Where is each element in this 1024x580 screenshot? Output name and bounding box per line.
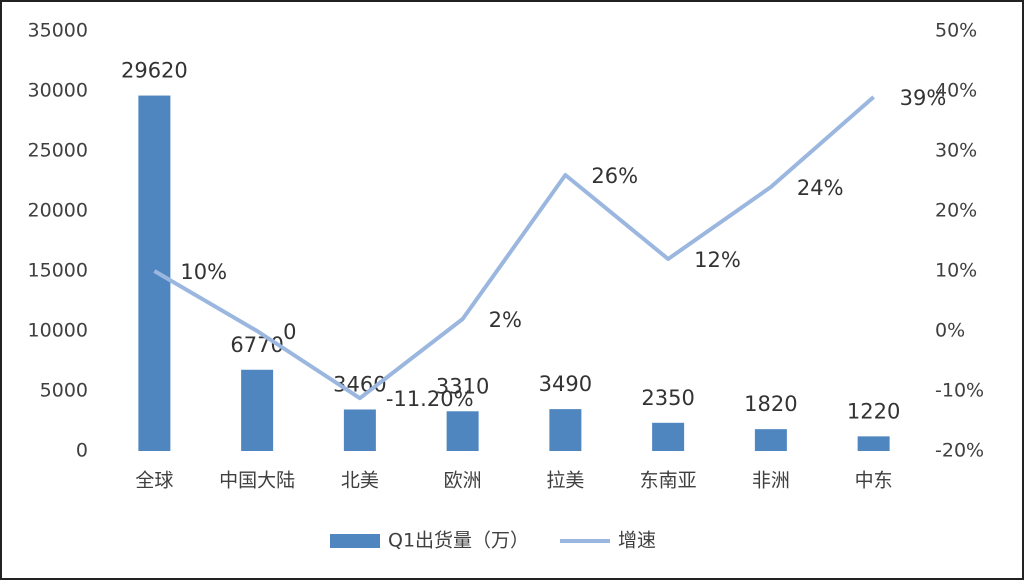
x-tick-label: 全球 bbox=[135, 470, 173, 492]
x-tick-label: 中国大陆 bbox=[219, 470, 295, 492]
y-tick-label: 35000 bbox=[28, 20, 88, 42]
y-tick-label: 0 bbox=[76, 440, 88, 462]
legend-label: Q1出货量（万） bbox=[388, 530, 529, 552]
y2-tick-label: 50% bbox=[935, 20, 977, 42]
y2-tick-label: 20% bbox=[935, 200, 977, 222]
data-label: 26% bbox=[591, 164, 638, 188]
y2-tick-label: -20% bbox=[935, 440, 984, 462]
bar bbox=[549, 409, 582, 451]
data-label: 29620 bbox=[121, 59, 188, 83]
y-tick-label: 15000 bbox=[28, 260, 88, 282]
bar bbox=[652, 422, 685, 451]
legend-label: 增速 bbox=[618, 530, 656, 552]
y-tick-label: 25000 bbox=[28, 140, 88, 162]
data-label: 1220 bbox=[847, 399, 900, 423]
y-tick-label: 30000 bbox=[28, 80, 88, 102]
y2-tick-label: 30% bbox=[935, 140, 977, 162]
y2-tick-label: 10% bbox=[935, 260, 977, 282]
data-label: 3310 bbox=[436, 374, 489, 398]
data-label: 12% bbox=[694, 248, 741, 272]
y2-tick-label: -10% bbox=[935, 380, 984, 402]
data-label: 0 bbox=[283, 320, 296, 344]
data-label: 1820 bbox=[744, 392, 797, 416]
x-tick-label: 非洲 bbox=[752, 470, 790, 492]
data-label: 3490 bbox=[539, 372, 592, 396]
data-label: -11.20% bbox=[386, 387, 474, 411]
bar bbox=[754, 429, 787, 451]
data-label: 39% bbox=[900, 86, 947, 110]
data-label: 2% bbox=[489, 308, 522, 332]
x-tick-label: 拉美 bbox=[546, 470, 584, 492]
line bbox=[153, 95, 875, 401]
data-label: 10% bbox=[180, 260, 227, 284]
legend-swatch bbox=[330, 534, 380, 548]
y-tick-label: 5000 bbox=[40, 380, 88, 402]
data-label: 2350 bbox=[641, 386, 694, 410]
data-label: 24% bbox=[797, 176, 844, 200]
bar bbox=[241, 369, 274, 451]
bar bbox=[857, 436, 890, 451]
y-tick-label: 20000 bbox=[28, 200, 88, 222]
x-tick-label: 东南亚 bbox=[640, 470, 697, 492]
x-tick-label: 北美 bbox=[341, 470, 379, 492]
x-tick-label: 中东 bbox=[855, 470, 893, 492]
y2-tick-label: 40% bbox=[935, 80, 977, 102]
y2-tick-label: 0% bbox=[935, 320, 965, 342]
bar bbox=[343, 409, 376, 451]
bar bbox=[446, 411, 479, 451]
x-tick-label: 欧洲 bbox=[444, 470, 482, 492]
y-tick-label: 10000 bbox=[28, 320, 88, 342]
